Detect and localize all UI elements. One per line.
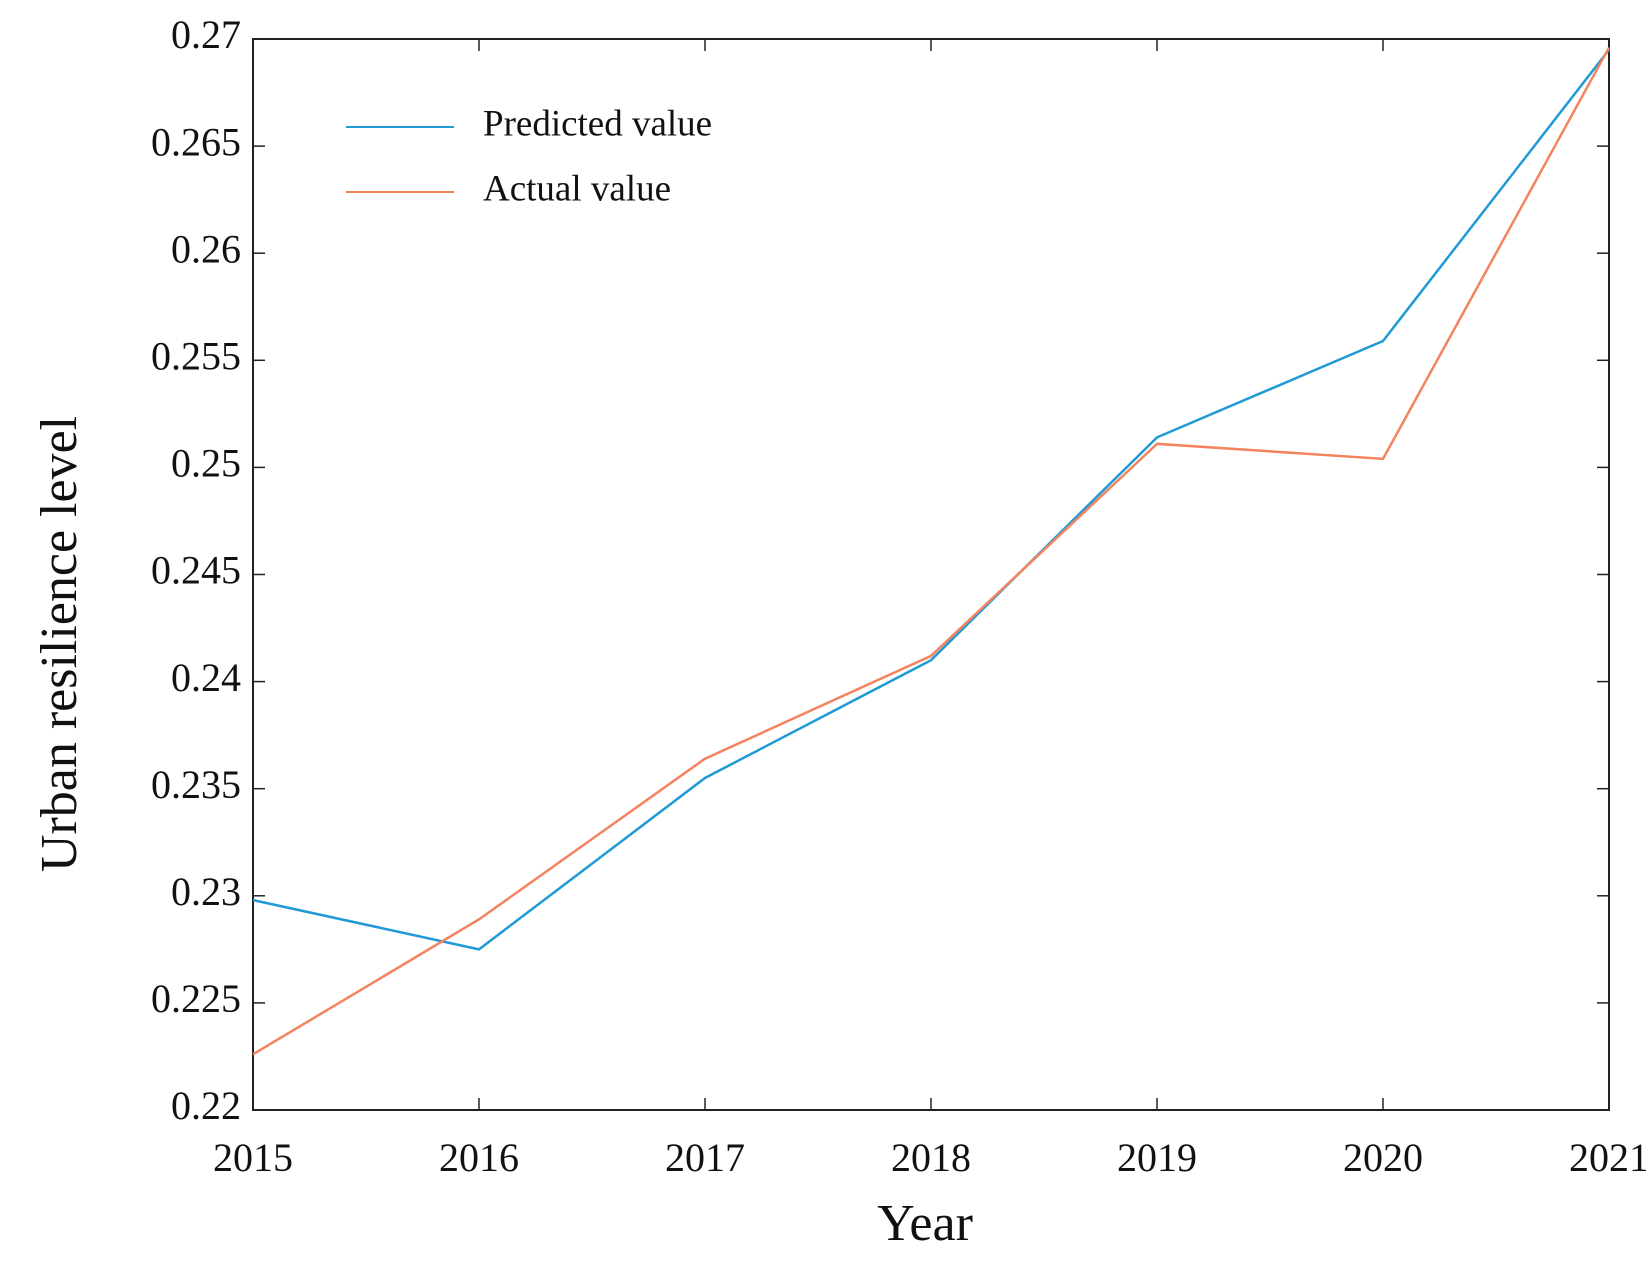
x-tick-label: 2020: [1343, 1135, 1423, 1180]
x-tick-label: 2019: [1117, 1135, 1197, 1180]
legend-label: Predicted value: [483, 103, 712, 144]
y-tick-label: 0.255: [151, 333, 241, 378]
y-tick-label: 0.245: [151, 548, 241, 593]
series-line: [252, 46, 1611, 1056]
y-tick-label: 0.26: [171, 226, 241, 271]
y-tick-label: 0.22: [171, 1083, 241, 1128]
x-tick-label: 2015: [213, 1135, 293, 1180]
x-axis-label: Year: [877, 1195, 973, 1252]
x-tick-label: 2017: [665, 1135, 745, 1180]
y-tick-label: 0.265: [151, 119, 241, 164]
y-tick-label: 0.235: [151, 762, 241, 807]
y-tick-label: 0.23: [171, 869, 241, 914]
x-tick-label: 2021: [1569, 1135, 1646, 1180]
x-tick-label: 2016: [439, 1135, 519, 1180]
legend-label: Actual value: [483, 168, 671, 209]
y-tick-label: 0.25: [171, 441, 241, 486]
series-line: [252, 48, 1610, 951]
y-tick-label: 0.225: [151, 976, 241, 1021]
y-axis-label: Urban resilience level: [31, 416, 88, 872]
y-tick-label: 0.24: [171, 655, 241, 700]
plot-frame: [252, 38, 1610, 1111]
x-tick-label: 2018: [891, 1135, 971, 1180]
y-tick-label: 0.27: [171, 12, 241, 57]
